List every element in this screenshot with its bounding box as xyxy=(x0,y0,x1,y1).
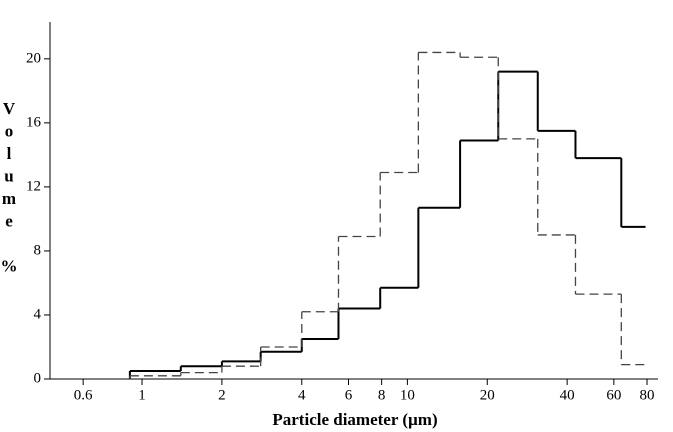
y-tick-label: 12 xyxy=(26,178,41,194)
x-tick-label: 10 xyxy=(400,387,415,403)
x-tick-label: 6 xyxy=(345,387,353,403)
x-tick-label: 40 xyxy=(560,387,575,403)
y-tick-label: 0 xyxy=(34,370,42,386)
y-tick-label: 20 xyxy=(26,50,41,66)
y-tick-label: 8 xyxy=(34,242,42,258)
y-tick-label: 4 xyxy=(34,306,42,322)
x-axis-label: Particle diameter (µm) xyxy=(272,410,437,429)
y-tick-label: 16 xyxy=(26,114,42,130)
x-tick-label: 0.6 xyxy=(74,387,93,403)
x-tick-label: 8 xyxy=(378,387,386,403)
x-tick-label: 60 xyxy=(606,387,621,403)
x-tick-label: 80 xyxy=(640,387,655,403)
x-tick-label: 20 xyxy=(480,387,495,403)
x-tick-label: 1 xyxy=(138,387,146,403)
x-tick-label: 2 xyxy=(218,387,226,403)
x-tick-label: 4 xyxy=(298,387,306,403)
